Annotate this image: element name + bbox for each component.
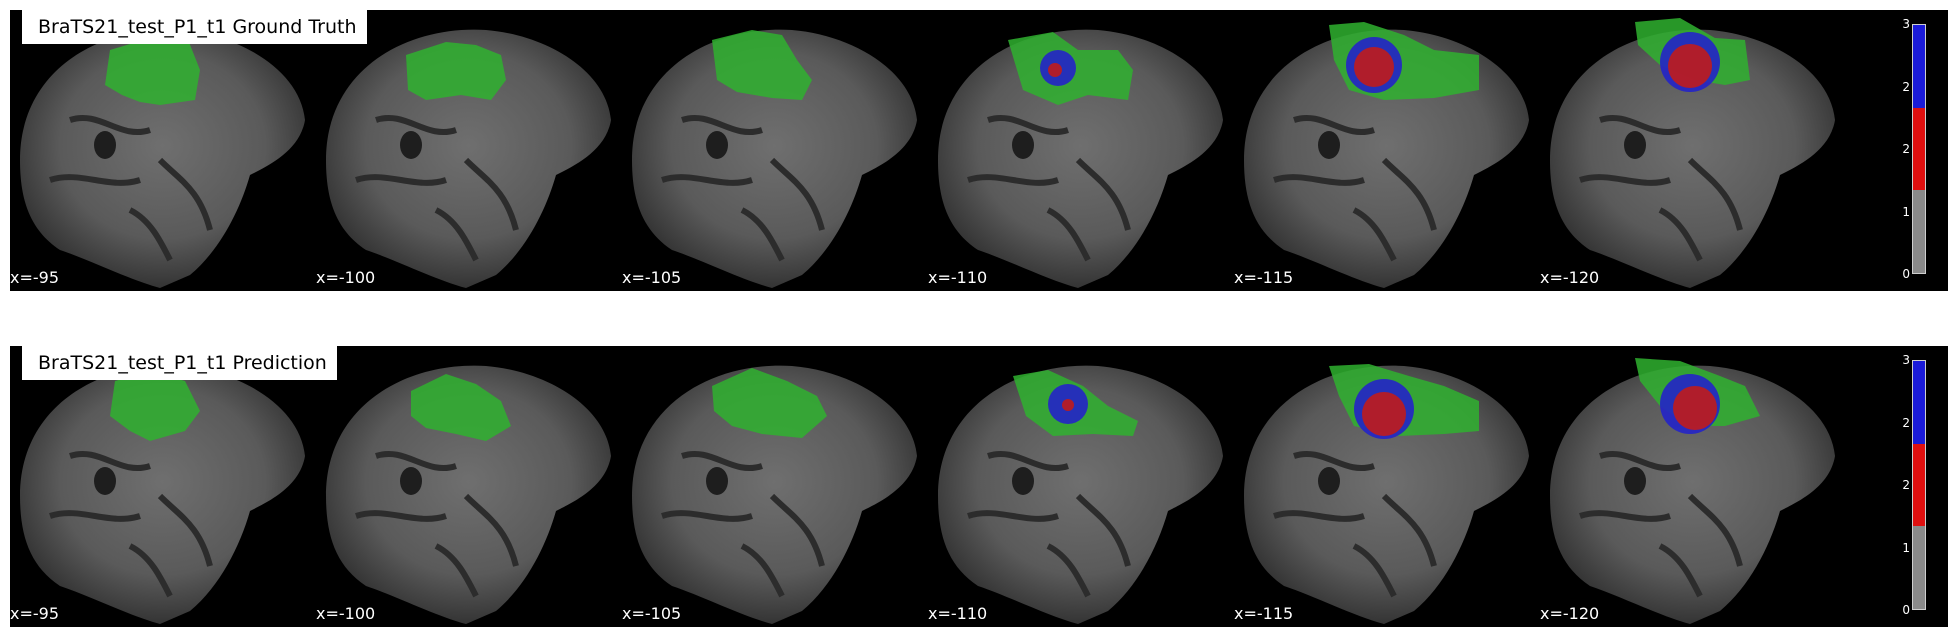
mri-image bbox=[326, 365, 611, 624]
brain-slice: x=-110 bbox=[928, 346, 1234, 627]
mri-image bbox=[20, 365, 305, 624]
mri-image bbox=[1550, 18, 1835, 288]
edema-mask bbox=[105, 32, 200, 105]
brain-slice: x=-95 bbox=[10, 346, 316, 627]
mri-image bbox=[632, 29, 917, 288]
ventricle bbox=[706, 131, 728, 159]
slice-coordinate-label: x=-100 bbox=[316, 268, 376, 287]
colorbar-segment bbox=[1913, 361, 1925, 444]
brain-slice: x=-110 bbox=[928, 10, 1234, 291]
brain-slice: x=-120 bbox=[1540, 10, 1846, 291]
sulci bbox=[1579, 115, 1743, 262]
sulci bbox=[355, 451, 519, 598]
colorbar-tick-label: 2 bbox=[1902, 142, 1910, 156]
brain-slice: x=-105 bbox=[622, 10, 928, 291]
colorbar-segment bbox=[1913, 190, 1925, 274]
slice-coordinate-label: x=-105 bbox=[622, 604, 682, 623]
slice-coordinate-label: x=-95 bbox=[10, 604, 60, 623]
brain-slice: x=-95 bbox=[10, 10, 316, 291]
slice-coordinate-label: x=-95 bbox=[10, 268, 60, 287]
ventricle bbox=[1624, 467, 1646, 495]
edema-mask bbox=[110, 371, 200, 441]
mri-image bbox=[1244, 364, 1529, 624]
colorbar-tick-label: 1 bbox=[1902, 204, 1910, 219]
ventricle bbox=[1624, 131, 1646, 159]
colorbar-segment bbox=[1913, 107, 1925, 191]
ground-truth-panel: x=-95 x=-100 x=-105 bbox=[10, 10, 1948, 291]
colorbar-gradient bbox=[1912, 24, 1926, 274]
necrosis-mask bbox=[1362, 392, 1406, 436]
ventricle bbox=[94, 467, 116, 495]
sulci bbox=[1273, 115, 1437, 262]
mri-image bbox=[632, 365, 917, 624]
colorbar-tick-label: 2 bbox=[1902, 478, 1910, 492]
slice-coordinate-label: x=-120 bbox=[1540, 604, 1600, 623]
mri-image bbox=[938, 365, 1223, 624]
brain-slice: x=-115 bbox=[1234, 346, 1540, 627]
colorbar: 3 2 2 1 0 bbox=[1896, 10, 1948, 291]
panel-title: BraTS21_test_P1_t1 Ground Truth bbox=[22, 10, 367, 44]
necrosis-mask bbox=[1673, 386, 1717, 430]
ventricle bbox=[1318, 131, 1340, 159]
slice-coordinate-label: x=-115 bbox=[1234, 268, 1294, 287]
panel-title: BraTS21_test_P1_t1 Prediction bbox=[22, 346, 337, 380]
ventricle bbox=[94, 131, 116, 159]
colorbar-tick-label: 1 bbox=[1902, 540, 1910, 555]
mri-image bbox=[20, 29, 305, 288]
colorbar-tick-label: 0 bbox=[1902, 603, 1910, 617]
sulci bbox=[1579, 451, 1743, 598]
edema-mask bbox=[411, 374, 511, 441]
ventricle bbox=[400, 131, 422, 159]
colorbar-tick-label: 2 bbox=[1902, 79, 1910, 94]
colorbar: 3 2 2 1 0 bbox=[1896, 346, 1948, 627]
sulci bbox=[355, 115, 519, 262]
sulci bbox=[49, 115, 213, 262]
brain-slice: x=-100 bbox=[316, 10, 622, 291]
sulci bbox=[661, 115, 825, 262]
slice-coordinate-label: x=-110 bbox=[928, 604, 988, 623]
ventricle bbox=[1318, 467, 1340, 495]
slice-coordinate-label: x=-120 bbox=[1540, 268, 1600, 287]
brain-slice: x=-100 bbox=[316, 346, 622, 627]
colorbar-ticks: 3 2 2 1 0 bbox=[1896, 354, 1910, 616]
colorbar-tick-label: 2 bbox=[1902, 415, 1910, 430]
colorbar-segment bbox=[1913, 526, 1925, 610]
necrosis-mask bbox=[1354, 47, 1394, 87]
colorbar-tick-label: 0 bbox=[1902, 267, 1910, 281]
ventricle bbox=[400, 467, 422, 495]
ventricle bbox=[706, 467, 728, 495]
colorbar-segment bbox=[1913, 443, 1925, 527]
slice-coordinate-label: x=-100 bbox=[316, 604, 376, 623]
colorbar-tick-label: 3 bbox=[1902, 353, 1910, 367]
ventricle bbox=[1012, 131, 1034, 159]
necrosis-mask bbox=[1048, 63, 1062, 77]
mri-image bbox=[326, 29, 611, 288]
colorbar-gradient bbox=[1912, 360, 1926, 610]
necrosis-mask bbox=[1062, 399, 1074, 411]
slice-coordinate-label: x=-110 bbox=[928, 268, 988, 287]
prediction-panel: x=-95 x=-100 x=-105 bbox=[10, 346, 1948, 627]
mri-image bbox=[1244, 22, 1529, 288]
ventricle bbox=[1012, 467, 1034, 495]
mri-image bbox=[1550, 358, 1835, 624]
colorbar-segment bbox=[1913, 25, 1925, 108]
sulci bbox=[49, 451, 213, 598]
edema-mask bbox=[406, 42, 506, 100]
colorbar-ticks: 3 2 2 1 0 bbox=[1896, 18, 1910, 280]
necrosis-mask bbox=[1668, 44, 1712, 88]
sulci bbox=[1273, 451, 1437, 598]
brain-slice: x=-120 bbox=[1540, 346, 1846, 627]
slice-coordinate-label: x=-105 bbox=[622, 268, 682, 287]
slice-coordinate-label: x=-115 bbox=[1234, 604, 1294, 623]
brain-slice: x=-105 bbox=[622, 346, 928, 627]
sulci bbox=[661, 451, 825, 598]
sulci bbox=[967, 451, 1131, 598]
edema-mask bbox=[712, 368, 827, 438]
sulci bbox=[967, 115, 1131, 262]
colorbar-tick-label: 3 bbox=[1902, 17, 1910, 31]
mri-image bbox=[938, 29, 1223, 288]
brain-slice: x=-115 bbox=[1234, 10, 1540, 291]
edema-mask bbox=[712, 30, 812, 100]
